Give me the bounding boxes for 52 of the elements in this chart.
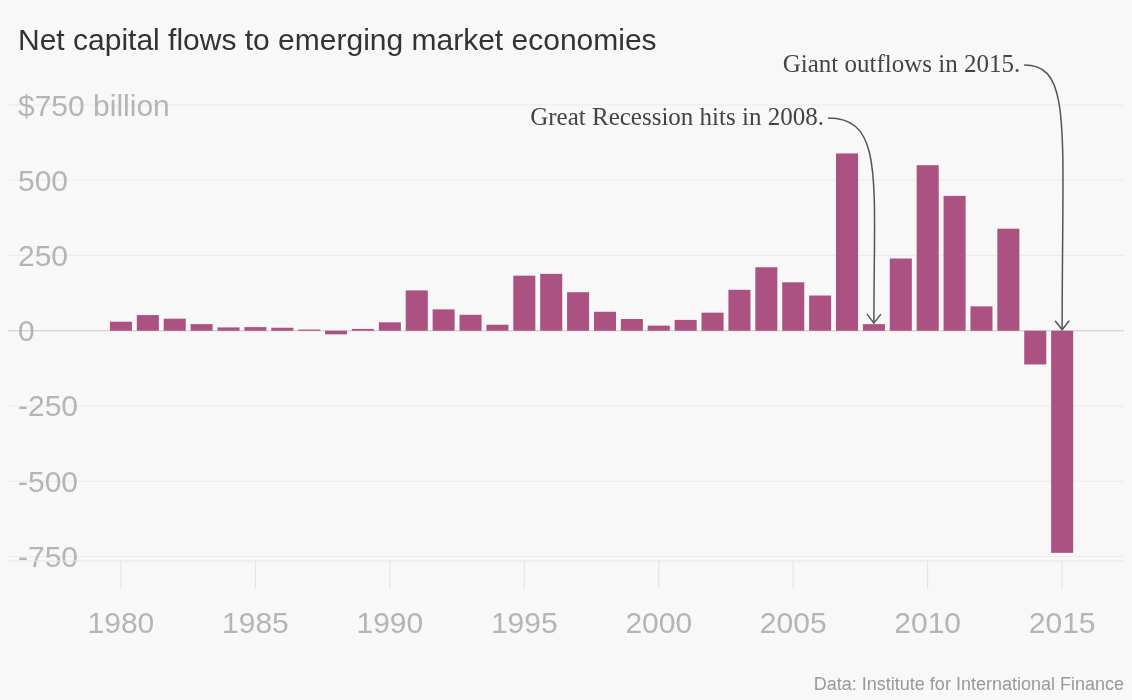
- bar: [701, 312, 724, 331]
- x-tick-label: 2000: [625, 605, 693, 639]
- bar: [244, 327, 267, 331]
- bar: [620, 319, 643, 331]
- y-tick-label: -500: [18, 464, 79, 498]
- bar: [593, 311, 617, 331]
- annotation: Giant outflows in 2015.: [782, 50, 1021, 77]
- y-tick-label: 500: [18, 163, 69, 197]
- bar: [540, 273, 563, 331]
- text: Data: Institute for International Finance: [813, 674, 1124, 694]
- bar: [809, 295, 832, 331]
- bar: [970, 306, 993, 331]
- bar: [567, 292, 590, 331]
- bar: [647, 325, 670, 331]
- bar: [943, 195, 966, 331]
- bar: [916, 165, 939, 331]
- annotation: Great Recession hits in 2008.: [530, 103, 824, 130]
- bar: [1024, 330, 1047, 365]
- x-tick-label: 2010: [894, 605, 962, 639]
- bar: [459, 314, 482, 331]
- y-tick-label: 250: [18, 239, 69, 272]
- y-tick-label: 0: [18, 314, 35, 348]
- x-tick-label: 1995: [490, 605, 558, 639]
- bar: [513, 275, 536, 331]
- bar: [217, 327, 240, 331]
- x-tick-label: 2005: [759, 605, 827, 639]
- x-tick-label: 1980: [87, 605, 155, 639]
- bar: [1051, 330, 1074, 553]
- bar: [378, 322, 401, 331]
- x-tick-label: 1985: [222, 605, 289, 639]
- bar: [190, 324, 213, 331]
- bar: [136, 315, 159, 331]
- bar: [728, 289, 751, 331]
- bar: [782, 282, 805, 331]
- bar: [862, 324, 885, 331]
- bar: [486, 324, 509, 331]
- chart-title: Net capital flows to emerging market economies: [18, 23, 657, 56]
- bar: [271, 327, 294, 331]
- bar: [889, 258, 912, 331]
- bar: [835, 153, 859, 331]
- bar: [997, 228, 1020, 331]
- bar: [163, 318, 186, 331]
- bar: [109, 321, 132, 331]
- bar: [405, 290, 428, 331]
- x-tick-label: 1990: [356, 605, 424, 639]
- y-tick-label: -750: [18, 539, 79, 573]
- bar: [432, 309, 455, 331]
- bar: [755, 267, 778, 331]
- x-tick-label: 2015: [1028, 605, 1096, 639]
- bar: [674, 319, 697, 331]
- y-tick-label: $750 billion: [18, 88, 170, 122]
- y-tick-label: -250: [18, 389, 79, 423]
